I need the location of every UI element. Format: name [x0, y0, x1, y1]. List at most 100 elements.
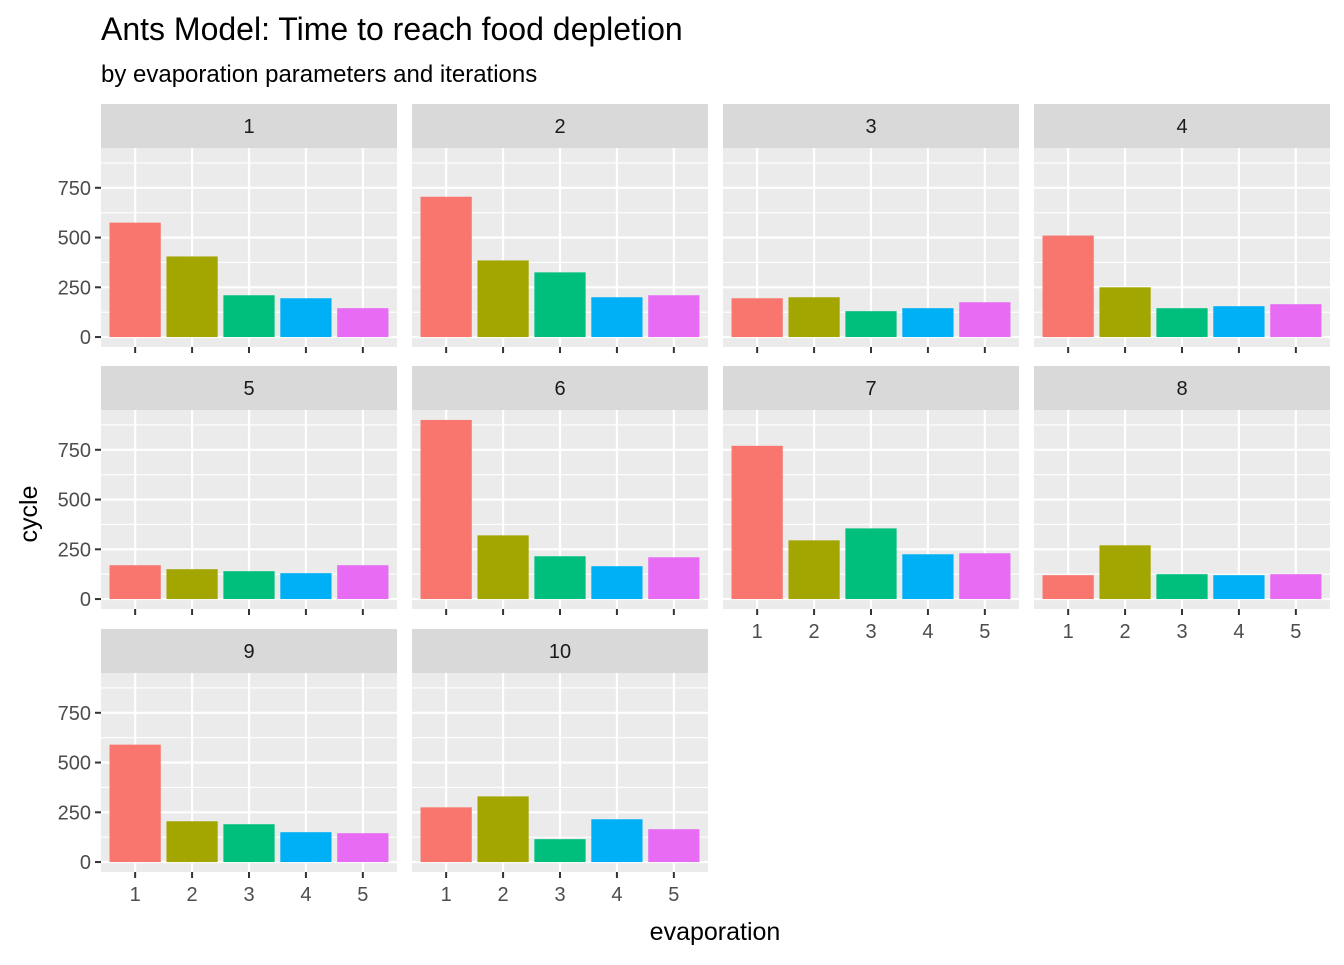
y-tick-label: 250	[58, 539, 91, 561]
facet-panel-5: 5 0 250 500 750	[58, 366, 397, 615]
x-tick-label: 4	[1233, 621, 1244, 643]
y-tick-label: 250	[58, 277, 91, 299]
bar-facet2-evap3	[534, 272, 586, 338]
bar-facet1-evap1	[109, 222, 161, 338]
bar-facet2-evap1	[420, 196, 472, 338]
bar-facet9-evap2	[166, 821, 218, 863]
bar-facet2-evap2	[477, 260, 529, 338]
facet-panel-4: 4	[1034, 104, 1330, 353]
y-tick-label: 0	[80, 852, 91, 874]
y-tick-label: 0	[80, 327, 91, 349]
x-tick-label: 3	[1176, 621, 1187, 643]
bar-facet2-evap4	[591, 297, 643, 338]
bar-facet10-evap3	[534, 839, 586, 863]
bar-facet3-evap5	[959, 302, 1011, 338]
bar-facet4-evap2	[1099, 287, 1151, 338]
x-tick-label: 5	[357, 884, 368, 906]
y-tick-label: 500	[58, 490, 91, 512]
facet-panel-8: 8 1 2 3 4 5	[1034, 366, 1330, 643]
x-tick-label: 4	[611, 884, 622, 906]
bar-facet5-evap2	[166, 569, 218, 600]
y-tick-label: 500	[58, 753, 91, 775]
bar-facet5-evap5	[337, 565, 389, 600]
facet-strip-label: 9	[243, 641, 254, 663]
x-tick-label: 2	[809, 621, 820, 643]
facet-panel-3: 3	[723, 104, 1019, 353]
facet-strip	[723, 104, 1019, 148]
bar-facet8-evap5	[1270, 574, 1322, 600]
facet-panel-2: 2	[412, 104, 708, 353]
bar-facet8-evap3	[1156, 574, 1208, 600]
facet-strip-label: 2	[554, 116, 565, 138]
x-tick-label: 3	[554, 884, 565, 906]
bar-facet6-evap1	[420, 419, 472, 600]
y-tick-label: 250	[58, 802, 91, 824]
chart-subtitle: by evaporation parameters and iterations	[101, 61, 537, 88]
bar-facet7-evap3	[845, 528, 897, 600]
chart-title: Ants Model: Time to reach food depletion	[101, 11, 683, 47]
bar-facet3-evap1	[731, 298, 783, 338]
facet-panel-7: 7 1 2 3 4 5	[723, 366, 1019, 643]
x-axis-title: evaporation	[650, 918, 781, 946]
facet-panel-6: 6	[412, 366, 708, 615]
x-tick-label: 3	[865, 621, 876, 643]
bar-facet6-evap4	[591, 566, 643, 600]
bar-facet6-evap5	[648, 557, 700, 600]
bar-facet4-evap4	[1213, 306, 1265, 338]
bar-facet5-evap3	[223, 571, 275, 600]
facet-strip	[101, 366, 397, 410]
bar-facet3-evap4	[902, 308, 954, 338]
facet-strip	[412, 366, 708, 410]
facet-strip-label: 7	[865, 378, 876, 400]
y-tick-label: 0	[80, 589, 91, 611]
facet-strip-label: 8	[1176, 378, 1187, 400]
bar-facet5-evap1	[109, 565, 161, 600]
facet-strip-label: 4	[1176, 116, 1187, 138]
bar-facet5-evap4	[280, 573, 332, 600]
x-tick-label: 1	[1063, 621, 1074, 643]
facet-strip	[723, 366, 1019, 410]
facet-panel-1: 1 0 250 500 750	[58, 104, 397, 353]
x-tick-label: 1	[130, 884, 141, 906]
facet-strip	[101, 104, 397, 148]
bar-facet8-evap2	[1099, 545, 1151, 600]
x-tick-label: 2	[498, 884, 509, 906]
bar-facet7-evap2	[788, 540, 840, 600]
y-tick-label: 750	[58, 178, 91, 200]
facet-strip	[1034, 366, 1330, 410]
bar-facet3-evap2	[788, 297, 840, 338]
bar-facet9-evap4	[280, 832, 332, 863]
bar-facet10-evap2	[477, 796, 529, 863]
bar-facet8-evap4	[1213, 575, 1265, 600]
facet-strip-label: 3	[865, 116, 876, 138]
bar-facet9-evap3	[223, 824, 275, 863]
bar-facet1-evap2	[166, 256, 218, 338]
x-tick-label: 2	[1120, 621, 1131, 643]
facet-strip	[1034, 104, 1330, 148]
bar-facet6-evap2	[477, 535, 529, 600]
bar-facet10-evap4	[591, 819, 643, 863]
facet-panel-9: 9 0 250 500 750 1 2 3 4 5	[58, 629, 397, 906]
bar-facet1-evap5	[337, 308, 389, 338]
y-tick-label: 500	[58, 228, 91, 250]
bar-facet4-evap1	[1042, 235, 1094, 338]
bar-facet8-evap1	[1042, 575, 1094, 600]
x-tick-label: 5	[979, 621, 990, 643]
y-axis-title: cycle	[15, 486, 43, 543]
facet-strip-label: 10	[549, 641, 571, 663]
bar-facet7-evap5	[959, 553, 1011, 600]
bar-facet10-evap5	[648, 829, 700, 863]
facet-strip-label: 5	[243, 378, 254, 400]
x-tick-label: 5	[1290, 621, 1301, 643]
bar-facet2-evap5	[648, 295, 700, 338]
bar-facet10-evap1	[420, 807, 472, 863]
facet-strip	[412, 104, 708, 148]
x-tick-label: 4	[300, 884, 311, 906]
bar-facet1-evap4	[280, 298, 332, 338]
facet-strip	[412, 629, 708, 673]
facet-strip-label: 1	[243, 116, 254, 138]
bar-facet4-evap3	[1156, 308, 1208, 338]
